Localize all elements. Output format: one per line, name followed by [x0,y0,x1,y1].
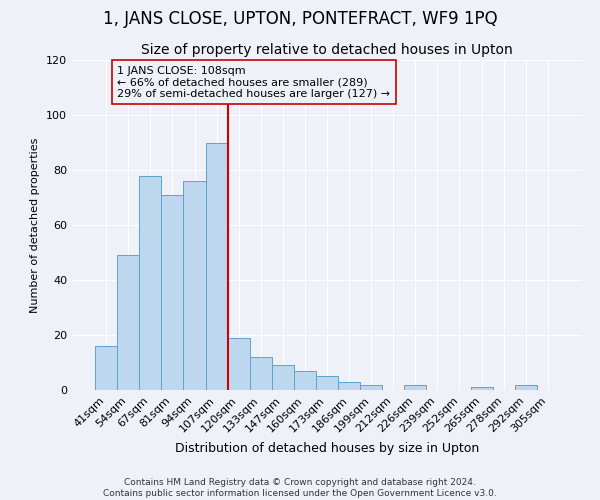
Title: Size of property relative to detached houses in Upton: Size of property relative to detached ho… [141,44,513,58]
Bar [294,371,316,390]
Bar [316,376,338,390]
Bar [95,346,117,390]
Bar [206,142,227,390]
Bar [250,357,272,390]
Bar [227,338,250,390]
Bar [161,194,184,390]
Text: 1, JANS CLOSE, UPTON, PONTEFRACT, WF9 1PQ: 1, JANS CLOSE, UPTON, PONTEFRACT, WF9 1P… [103,10,497,28]
Bar [360,384,382,390]
Bar [184,181,206,390]
X-axis label: Distribution of detached houses by size in Upton: Distribution of detached houses by size … [175,442,479,455]
Bar [139,176,161,390]
Bar [404,384,427,390]
Bar [272,365,294,390]
Bar [117,255,139,390]
Text: 1 JANS CLOSE: 108sqm
← 66% of detached houses are smaller (289)
29% of semi-deta: 1 JANS CLOSE: 108sqm ← 66% of detached h… [117,66,391,98]
Bar [338,382,360,390]
Text: Contains HM Land Registry data © Crown copyright and database right 2024.
Contai: Contains HM Land Registry data © Crown c… [103,478,497,498]
Bar [470,387,493,390]
Bar [515,384,537,390]
Y-axis label: Number of detached properties: Number of detached properties [31,138,40,312]
